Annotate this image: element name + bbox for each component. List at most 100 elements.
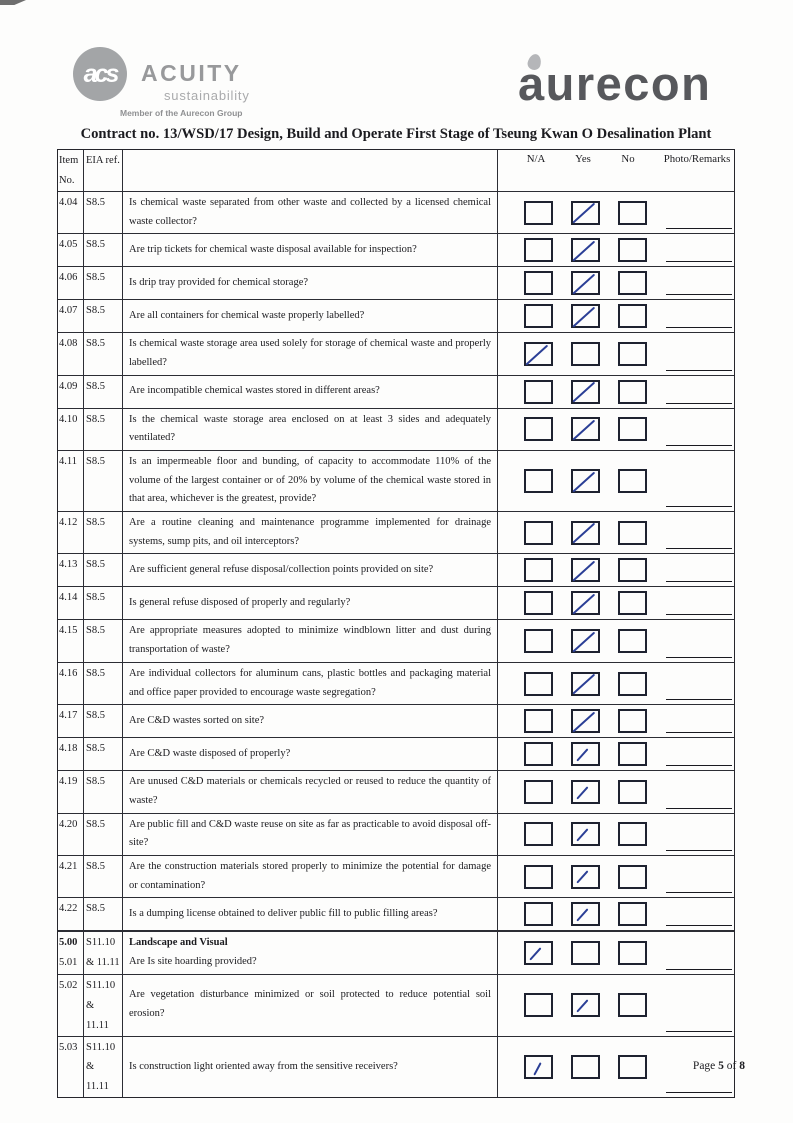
checkbox-no xyxy=(618,742,647,767)
eia-ref: S8.5 xyxy=(86,196,105,208)
aurecon-wordmark: aurecon xyxy=(518,57,712,110)
question-cell: Is the chemical waste storage area enclo… xyxy=(123,408,498,450)
checkbox-no xyxy=(618,520,647,545)
check-mark-icon xyxy=(572,240,596,262)
item-no: 4.05 xyxy=(59,239,78,251)
table-row: 4.06 S8.5 Is drip tray provided for chemic… xyxy=(58,266,734,300)
acuity-tagline: sustainability xyxy=(164,88,250,103)
item-no: 4.13 xyxy=(59,559,78,571)
item-no: 4.12 xyxy=(59,517,78,529)
question-text: Is drip tray provided for chemical stora… xyxy=(129,276,309,288)
item-no-cell: 4.18 xyxy=(58,738,84,771)
eia-ref: S8.5 xyxy=(86,413,105,425)
checkbox-na xyxy=(524,629,553,654)
answer-cell xyxy=(498,814,734,855)
question-cell: Are the construction materials stored pr… xyxy=(123,855,498,898)
checkbox-na xyxy=(524,742,553,767)
eia-ref: S8.5 xyxy=(86,818,105,830)
answer-cell xyxy=(498,333,734,374)
checkbox-no xyxy=(618,200,647,225)
question-text: Are C&D waste disposed of properly? xyxy=(129,747,291,759)
eia-ref-cell: S8.5 xyxy=(84,554,123,587)
item-no: 4.06 xyxy=(59,272,78,284)
table-row: 4.10 S8.5 Is the chemical waste storage ar… xyxy=(58,407,734,450)
header-yes: Yes xyxy=(575,153,591,165)
item-no-cell: 5.02 xyxy=(58,974,84,1036)
eia-ref: S8.5 xyxy=(86,625,105,637)
answer-cell xyxy=(498,512,734,553)
acuity-wordmark: ACUITY xyxy=(141,60,242,86)
question-cell: Are public fill and C&D waste reuse on s… xyxy=(123,813,498,855)
checkbox-yes xyxy=(571,864,600,889)
header-item-line1: Item xyxy=(59,155,79,166)
answer-cell xyxy=(498,376,734,408)
eia-ref: S11.10 & xyxy=(86,979,116,1011)
item-no: 4.14 xyxy=(59,592,78,604)
item-no-cell: 4.14 xyxy=(58,587,84,620)
check-mark-icon xyxy=(576,870,589,885)
item-no-cell: 4.15 xyxy=(58,620,84,662)
check-mark-icon xyxy=(576,908,589,922)
table-row: 4.13 S8.5 Are sufficient general refuse di… xyxy=(58,553,734,587)
checkbox-yes xyxy=(571,379,600,404)
question-cell: Are C&D wastes sorted on site? xyxy=(123,705,498,738)
checkbox-yes xyxy=(571,779,600,804)
eia-ref-cell: S8.5 xyxy=(84,855,123,898)
question-cell: Are unused C&D materials or chemicals re… xyxy=(123,771,498,813)
eia-ref-cell: S8.5 xyxy=(84,191,123,234)
check-mark-icon xyxy=(576,828,589,842)
checkbox-yes xyxy=(571,304,600,329)
remark-line xyxy=(666,807,732,809)
checkbox-no xyxy=(618,341,647,366)
item-no-cell: 4.20 xyxy=(58,813,84,855)
table-row: 4.22 S8.5 Is a dumping license obtained to… xyxy=(58,897,734,931)
checkbox-na xyxy=(524,709,553,734)
checkbox-na xyxy=(524,379,553,404)
header-no: No xyxy=(621,153,635,165)
checkbox-na xyxy=(524,417,553,442)
question-cell: Are trip tickets for chemical waste disp… xyxy=(123,234,498,267)
question-text: Are appropriate measures adopted to mini… xyxy=(129,625,491,656)
eia-ref-cell: S8.5 xyxy=(84,408,123,450)
eia-ref: S8.5 xyxy=(86,743,105,755)
checkbox-na xyxy=(524,520,553,545)
eia-ref-cell: S8.5 xyxy=(84,620,123,662)
checkbox-yes xyxy=(571,1054,600,1079)
item-no-cell: 4.10 xyxy=(58,408,84,450)
question-cell: Are all containers for chemical waste pr… xyxy=(123,300,498,333)
question-cell: Is chemical waste separated from other w… xyxy=(123,191,498,234)
checkbox-no xyxy=(618,304,647,329)
checkbox-no xyxy=(618,709,647,734)
item-no: 4.22 xyxy=(59,903,78,915)
question-cell: Are individual collectors for aluminum c… xyxy=(123,662,498,705)
question-text: Is construction light oriented away from… xyxy=(129,1060,398,1072)
header-photo-remarks: Photo/Remarks xyxy=(663,153,731,165)
remark-line xyxy=(666,656,732,658)
eia-ref: S8.5 xyxy=(86,592,105,604)
item-no-cell: 4.07 xyxy=(58,300,84,333)
eia-ref-cell: S8.5 xyxy=(84,662,123,705)
item-no: 5.00 xyxy=(59,937,78,949)
eia-ref-cell: S11.10 & 11.11 xyxy=(84,1036,123,1098)
item-no-cell: 4.13 xyxy=(58,554,84,587)
checkbox-no xyxy=(618,417,647,442)
table-row: 4.21 S8.5 Are the construction materials s… xyxy=(58,854,734,898)
page-word: Page xyxy=(692,1060,716,1072)
remark-line xyxy=(666,548,732,550)
table-row: 4.11 S8.5 Is an impermeable floor and bund… xyxy=(58,450,734,512)
table-row: 4.12 S8.5 Are a routine cleaning and maint… xyxy=(58,511,734,554)
checkbox-yes xyxy=(571,417,600,442)
table-row: 4.19 S8.5 Are unused C&D materials or chem… xyxy=(58,770,734,813)
eia-ref: S11.10 xyxy=(86,937,116,949)
item-no: 4.10 xyxy=(59,413,78,425)
table-row: 4.07 S8.5 Are all containers for chemical … xyxy=(58,299,734,333)
question-text: Are the construction materials stored pr… xyxy=(129,860,491,891)
eia-ref-cell: S8.5 xyxy=(84,512,123,554)
answer-cell xyxy=(498,663,734,704)
document-title: Contract no. 13/WSD/17 Design, Build and… xyxy=(80,126,712,142)
item-no: 5.02 xyxy=(59,979,78,991)
item-no-cell: 4.17 xyxy=(58,705,84,738)
item-no-cell: 5.03 xyxy=(58,1036,84,1098)
checkbox-no xyxy=(618,238,647,263)
